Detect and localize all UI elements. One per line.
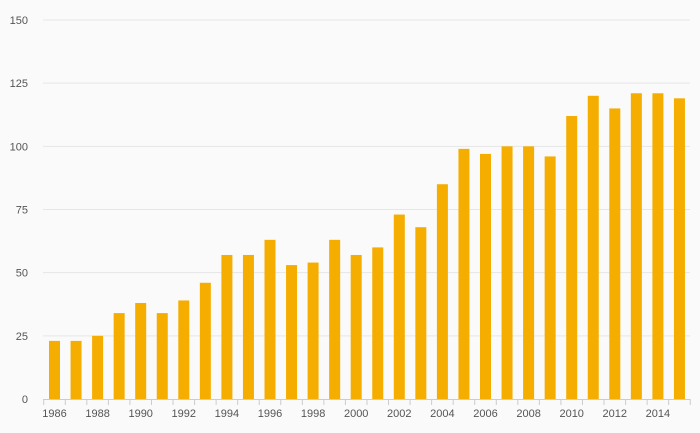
bars	[49, 93, 685, 400]
x-tick-label: 2002	[387, 408, 411, 420]
bar-2014	[652, 93, 664, 400]
x-tick-label: 1990	[128, 408, 152, 420]
bar-1993	[199, 282, 211, 399]
bar-1987	[70, 340, 82, 399]
y-tick-label: 100	[10, 141, 28, 153]
bar-2007	[501, 146, 513, 399]
bar-2004	[436, 184, 448, 399]
bar-1986	[49, 340, 60, 399]
x-tick-label: 1992	[172, 408, 196, 420]
x-tick-label: 2012	[603, 408, 627, 420]
bar-2001	[372, 247, 384, 399]
x-tick-label: 2000	[344, 408, 368, 420]
y-tick-label: 25	[16, 331, 28, 343]
bar-1989	[113, 313, 125, 399]
bar-2011	[587, 95, 599, 400]
bar-1988	[92, 335, 104, 399]
bar-1996	[264, 239, 276, 399]
x-tick-label: 2004	[430, 408, 454, 420]
x-tick-label: 2014	[646, 408, 670, 420]
x-tick-label: 2006	[473, 408, 497, 420]
bar-1991	[156, 313, 168, 399]
bar-2015	[673, 98, 685, 400]
y-tick-label: 50	[16, 268, 28, 280]
bar-2010	[566, 116, 578, 399]
bar-1999	[329, 239, 341, 399]
bar-2009	[544, 156, 556, 399]
bar-2012	[609, 108, 621, 399]
bar-2008	[523, 146, 535, 399]
y-tick-label: 0	[22, 394, 28, 406]
bar-1994	[221, 254, 233, 399]
x-tick-label: 1998	[301, 408, 325, 420]
grid-lines	[43, 19, 690, 337]
x-tick-label: 1986	[42, 408, 66, 420]
bar-2013	[630, 93, 642, 400]
bar-1997	[286, 265, 298, 399]
bar-2005	[458, 148, 470, 399]
y-tick-label: 125	[10, 78, 28, 90]
bar-2000	[350, 254, 362, 399]
y-tick-label: 75	[16, 205, 28, 217]
x-tick-label: 1988	[85, 408, 109, 420]
x-axis	[43, 399, 691, 405]
x-tick-label: 1996	[258, 408, 282, 420]
x-axis-tick-labels: 1986 1988 1990 1992 1994 1996 1998 2000 2002 2004…	[42, 408, 670, 420]
x-tick-label: 2008	[516, 408, 540, 420]
y-tick-label: 150	[10, 15, 28, 27]
bar-2002	[393, 214, 405, 399]
bar-1998	[307, 262, 319, 399]
bar-2006	[480, 153, 491, 399]
bar-1995	[242, 254, 254, 399]
x-tick-label: 2010	[559, 408, 583, 420]
x-tick-label: 1994	[215, 408, 239, 420]
bar-2003	[415, 227, 427, 399]
y-axis-tick-labels: 0 25 50 75 100 125 150	[10, 15, 28, 406]
bar-1990	[135, 302, 147, 399]
bar-1992	[178, 300, 190, 399]
